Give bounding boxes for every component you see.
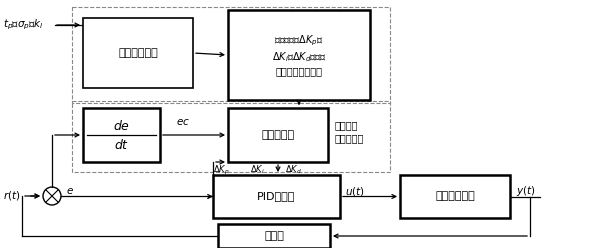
Bar xyxy=(228,10,370,100)
Text: 传感器: 传感器 xyxy=(264,231,284,241)
Text: 神经网络矩阵: 神经网络矩阵 xyxy=(118,48,158,58)
Text: $\Delta K_p$: $\Delta K_p$ xyxy=(213,163,229,177)
Text: 模糊控制器: 模糊控制器 xyxy=(262,130,295,140)
Bar xyxy=(213,175,340,218)
Text: PID控制器: PID控制器 xyxy=(257,191,296,201)
Bar xyxy=(72,101,390,172)
Bar xyxy=(400,175,510,218)
Bar xyxy=(83,108,160,162)
Bar xyxy=(83,18,193,88)
Text: $u(t)$: $u(t)$ xyxy=(345,185,365,197)
Bar xyxy=(218,224,330,248)
Text: $ec$: $ec$ xyxy=(176,117,190,127)
Text: $de$: $de$ xyxy=(113,119,130,133)
Bar xyxy=(228,108,328,162)
Text: $e$: $e$ xyxy=(66,186,74,196)
Bar xyxy=(72,7,390,103)
Text: 神经网络: 神经网络 xyxy=(335,120,359,130)
Text: $t_p$、$\sigma_p$、$k_l$: $t_p$、$\sigma_p$、$k_l$ xyxy=(3,18,44,32)
Text: $dt$: $dt$ xyxy=(114,138,129,152)
Text: 对应修正值$\Delta K_p$、
$\Delta K_i$、$\Delta K_d$的输出
隶属度函数量化值: 对应修正值$\Delta K_p$、 $\Delta K_i$、$\Delta … xyxy=(272,34,326,76)
Text: 无刷直流电机: 无刷直流电机 xyxy=(435,191,475,201)
Text: $r(t)$: $r(t)$ xyxy=(3,189,21,203)
Text: $\Delta K_d$: $\Delta K_d$ xyxy=(285,164,302,176)
Text: $\Delta K_i$: $\Delta K_i$ xyxy=(250,164,265,176)
Text: 模糊控制器: 模糊控制器 xyxy=(335,133,364,143)
Text: $y(t)$: $y(t)$ xyxy=(516,184,535,198)
